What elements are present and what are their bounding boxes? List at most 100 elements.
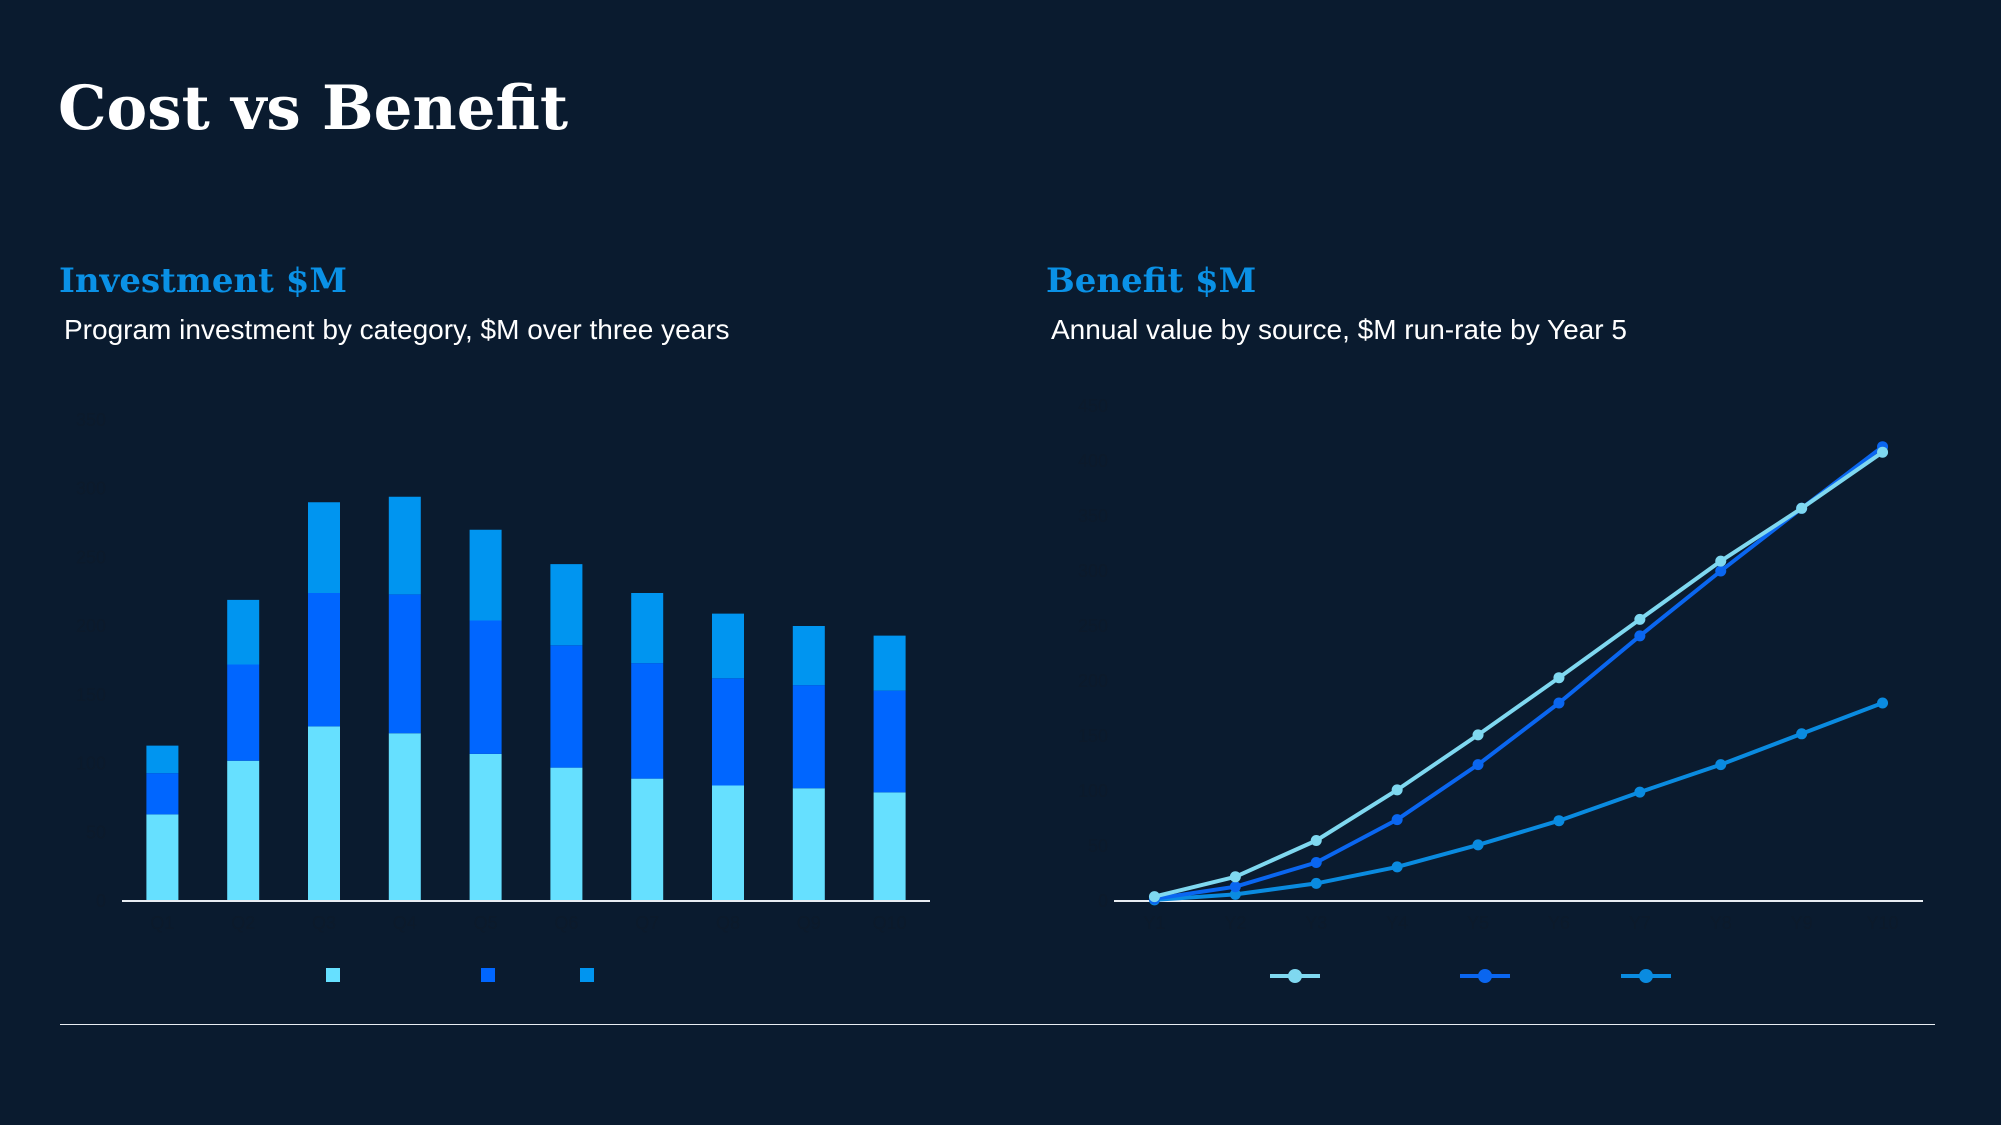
bottom-divider xyxy=(60,1024,1935,1025)
x-tick-label: Q4 xyxy=(393,913,417,933)
series-line xyxy=(1154,445,1884,901)
x-tick-label: Q5 xyxy=(474,913,498,933)
y-tick-label: 350 xyxy=(1078,506,1108,526)
x-tick-label: Y8 xyxy=(1710,913,1732,933)
bar-segment xyxy=(712,678,744,786)
legend-swatch xyxy=(580,968,594,982)
x-tick-label: Q2 xyxy=(231,913,255,933)
x-tick-label: Q10 xyxy=(873,913,907,933)
data-point xyxy=(1877,697,1889,709)
x-tick-label: Y9 xyxy=(1791,913,1813,933)
bar-segment xyxy=(792,685,825,789)
x-tick-label: Y7 xyxy=(1629,913,1651,933)
data-point xyxy=(1553,697,1565,709)
y-tick-label: 250 xyxy=(1078,616,1108,636)
x-tick-label: Y10 xyxy=(1867,913,1899,933)
bar-segment xyxy=(388,594,421,734)
bar-segment xyxy=(308,502,340,593)
bar-segment xyxy=(227,599,260,665)
series-line xyxy=(1153,450,1884,899)
bar-segment xyxy=(873,792,906,901)
y-tick-label: 250 xyxy=(76,547,106,567)
x-tick-label: Q3 xyxy=(312,913,336,933)
y-tick-label: 200 xyxy=(76,616,106,636)
y-tick-label: 150 xyxy=(1078,726,1108,746)
x-tick-label: Y4 xyxy=(1386,913,1408,933)
y-tick-label: 400 xyxy=(1078,451,1108,471)
data-point xyxy=(1310,857,1322,868)
bar-segment xyxy=(469,620,502,754)
data-point xyxy=(1472,759,1484,771)
x-tick-label: Y5 xyxy=(1467,913,1489,933)
benefit-panel-subtitle: Annual value by source, $M run-rate by Y… xyxy=(1051,314,1627,345)
bar-segment xyxy=(308,726,340,901)
y-tick-label: 350 xyxy=(76,410,106,430)
investment-panel-subtitle: Program investment by category, $M over … xyxy=(64,314,730,345)
bar-segment xyxy=(712,613,744,679)
bar-segment xyxy=(227,760,260,901)
y-tick-label: 300 xyxy=(76,479,106,499)
y-tick-label: 200 xyxy=(1078,671,1108,691)
y-tick-label: 100 xyxy=(1078,781,1108,801)
x-tick-label: Y6 xyxy=(1548,913,1570,933)
x-tick-label: Q1 xyxy=(150,913,174,933)
data-point xyxy=(1634,630,1646,642)
y-tick-label: 50 xyxy=(86,822,106,842)
bar-segment xyxy=(388,496,421,595)
x-tick-label: Q8 xyxy=(716,913,740,933)
y-tick-label: 50 xyxy=(1088,836,1108,856)
data-point xyxy=(1391,861,1403,873)
data-point xyxy=(1715,759,1727,771)
bar-segment xyxy=(388,733,421,901)
bar-segment xyxy=(631,778,664,901)
data-point xyxy=(1472,729,1484,741)
benefit-panel-title: Benefit $M xyxy=(1046,261,1257,301)
bar-segment xyxy=(550,564,583,646)
data-point xyxy=(1229,871,1241,883)
bar-segment xyxy=(146,745,179,774)
legend-marker xyxy=(1639,969,1653,983)
x-tick-label: Y2 xyxy=(1224,913,1246,933)
bar-segment xyxy=(227,664,260,761)
y-tick-label: 0 xyxy=(1098,891,1108,911)
legend-swatch xyxy=(481,968,495,982)
bar-segment xyxy=(792,788,825,901)
investment-panel-title: Investment $M xyxy=(59,261,348,301)
page-title: Cost vs Benefit xyxy=(58,73,569,144)
data-point xyxy=(1553,815,1565,827)
data-point xyxy=(1877,446,1889,458)
bar-segment xyxy=(469,529,502,621)
data-point xyxy=(1148,891,1160,903)
x-tick-label: Q9 xyxy=(797,913,821,933)
bar-segment xyxy=(146,814,179,901)
x-tick-label: Y1 xyxy=(1143,913,1165,933)
bar-segment xyxy=(550,645,583,768)
series-line xyxy=(1154,701,1884,902)
data-point xyxy=(1391,784,1403,796)
bar-segment xyxy=(873,635,906,691)
data-point xyxy=(1553,672,1565,684)
data-point xyxy=(1715,565,1727,577)
data-point xyxy=(1634,786,1646,798)
data-point xyxy=(1796,502,1808,514)
legend-marker xyxy=(1478,969,1492,983)
bar-segment xyxy=(469,753,502,901)
bar-segment xyxy=(873,690,906,793)
bar-segment xyxy=(308,593,340,727)
data-point xyxy=(1391,814,1403,826)
y-tick-label: 100 xyxy=(76,754,106,774)
bar-segment xyxy=(631,663,664,779)
x-tick-label: Q7 xyxy=(635,913,659,933)
data-point xyxy=(1229,888,1241,900)
data-point xyxy=(1229,881,1241,893)
bar-segment xyxy=(792,626,825,686)
bar-segment xyxy=(631,593,664,664)
x-tick-label: Q6 xyxy=(554,913,578,933)
legend-marker xyxy=(1288,969,1302,983)
y-tick-label: 0 xyxy=(96,891,106,911)
y-tick-label: 300 xyxy=(1078,561,1108,581)
legend-swatch xyxy=(326,968,340,982)
data-point xyxy=(1796,728,1808,740)
